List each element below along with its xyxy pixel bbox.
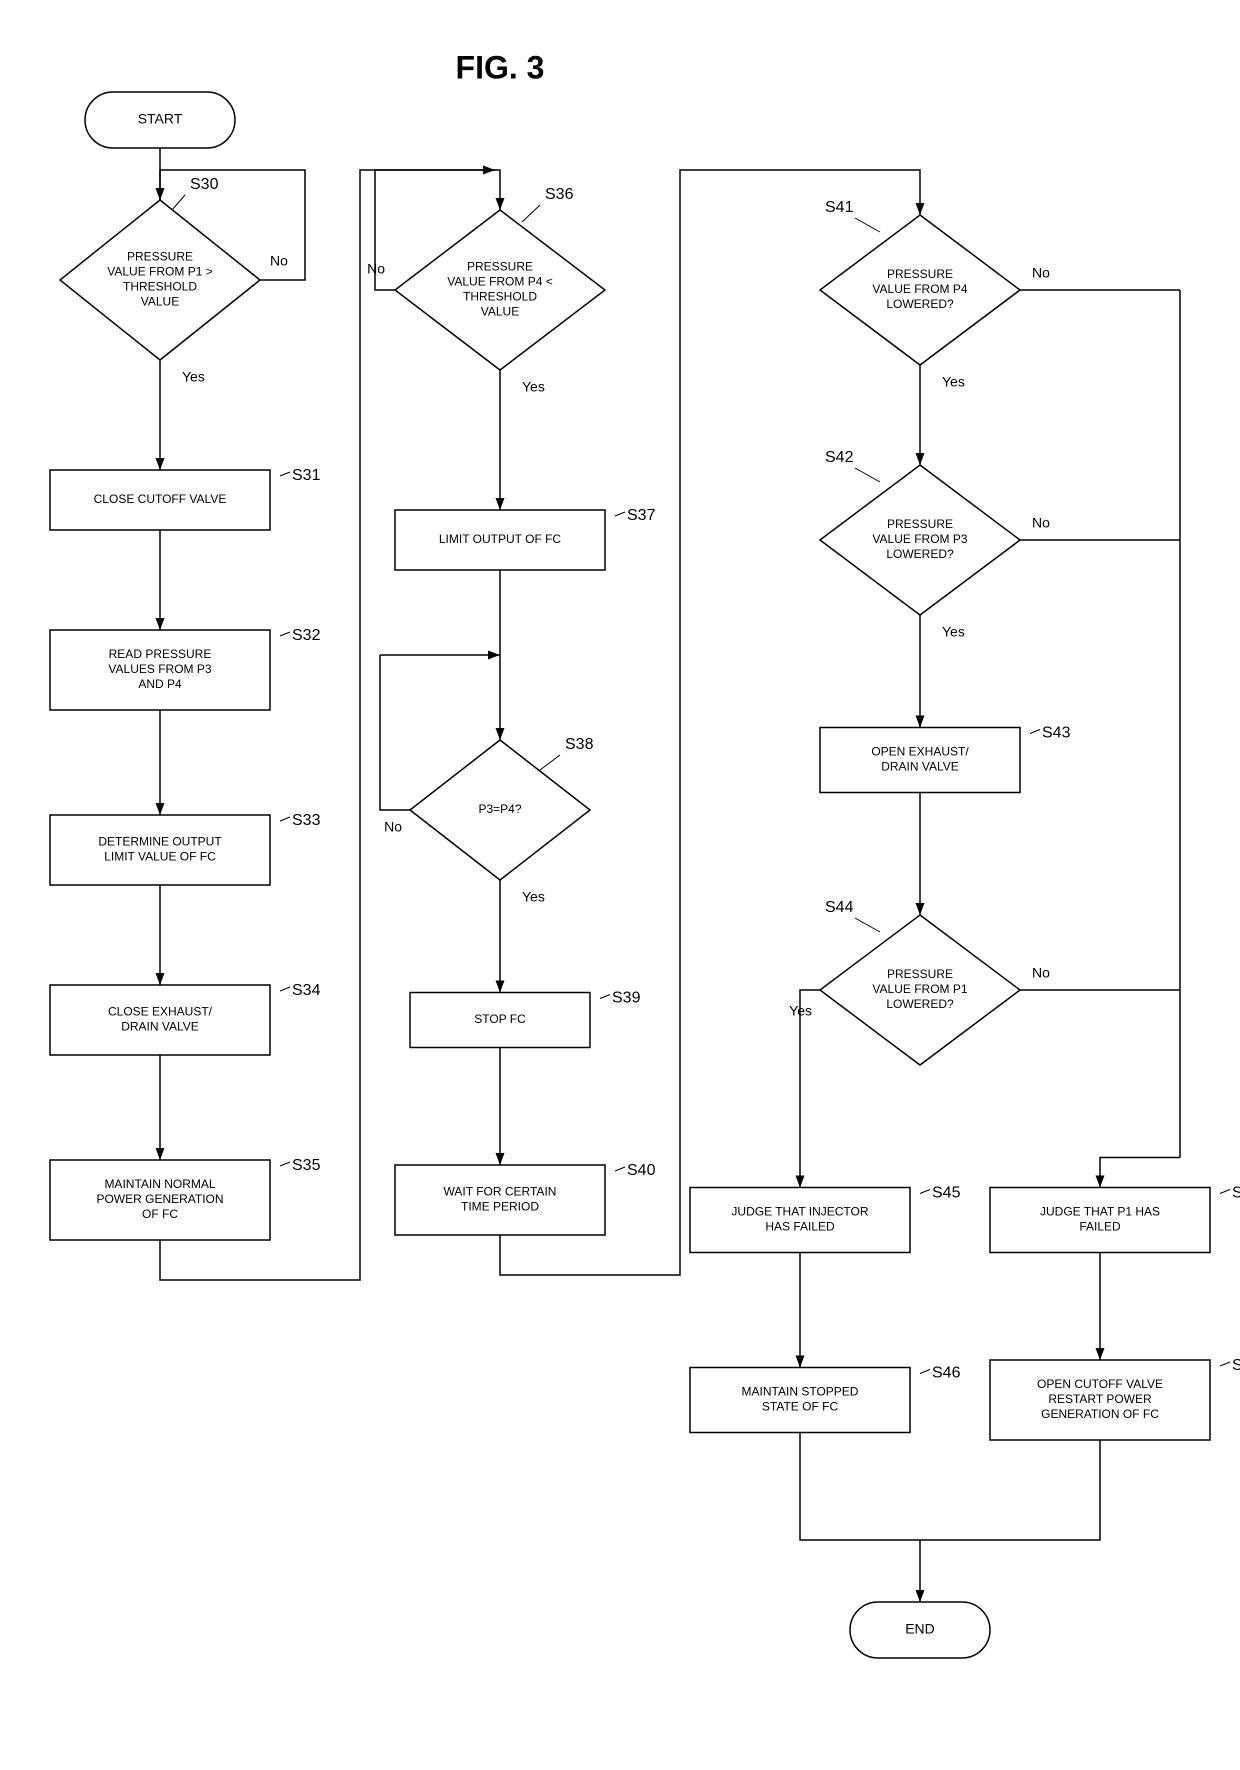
svg-text:S34: S34 (292, 982, 321, 999)
decision-s30: PRESSUREVALUE FROM P1 >THRESHOLDVALUE (60, 200, 260, 360)
decision-s36: PRESSUREVALUE FROM P4 <THRESHOLDVALUE (395, 210, 605, 370)
svg-text:DRAIN VALVE: DRAIN VALVE (121, 1020, 199, 1034)
svg-text:CLOSE EXHAUST/: CLOSE EXHAUST/ (108, 1005, 213, 1019)
svg-text:PRESSURE: PRESSURE (467, 260, 533, 274)
svg-text:MAINTAIN NORMAL: MAINTAIN NORMAL (104, 1177, 215, 1191)
svg-text:OPEN EXHAUST/: OPEN EXHAUST/ (871, 745, 969, 759)
svg-text:Yes: Yes (522, 379, 545, 395)
process-s35: MAINTAIN NORMALPOWER GENERATIONOF FC (50, 1160, 270, 1240)
svg-text:AND P4: AND P4 (138, 677, 182, 691)
process-s47: JUDGE THAT P1 HASFAILED (990, 1188, 1210, 1253)
svg-text:S39: S39 (612, 990, 641, 1007)
svg-text:Yes: Yes (789, 1003, 812, 1019)
process-s39: STOP FC (410, 993, 590, 1048)
process-s43: OPEN EXHAUST/DRAIN VALVE (820, 728, 1020, 793)
process-s45: JUDGE THAT INJECTORHAS FAILED (690, 1188, 910, 1253)
svg-text:No: No (367, 261, 385, 277)
svg-text:CLOSE CUTOFF VALVE: CLOSE CUTOFF VALVE (94, 492, 227, 506)
svg-text:VALUE FROM P1: VALUE FROM P1 (872, 982, 967, 996)
process-s40: WAIT FOR CERTAINTIME PERIOD (395, 1165, 605, 1235)
svg-text:LOWERED?: LOWERED? (886, 547, 954, 561)
svg-text:GENERATION OF FC: GENERATION OF FC (1041, 1407, 1159, 1421)
svg-text:No: No (384, 819, 402, 835)
process-s46: MAINTAIN STOPPEDSTATE OF FC (690, 1368, 910, 1433)
svg-text:No: No (1032, 965, 1050, 981)
process-s34: CLOSE EXHAUST/DRAIN VALVE (50, 985, 270, 1055)
svg-text:S32: S32 (292, 627, 321, 644)
svg-text:VALUE FROM P3: VALUE FROM P3 (872, 532, 967, 546)
svg-text:MAINTAIN STOPPED: MAINTAIN STOPPED (742, 1385, 859, 1399)
svg-text:S30: S30 (190, 176, 219, 193)
svg-text:STATE OF FC: STATE OF FC (762, 1400, 839, 1414)
svg-text:No: No (1032, 515, 1050, 531)
svg-text:LIMIT OUTPUT OF FC: LIMIT OUTPUT OF FC (439, 532, 562, 546)
svg-text:S42: S42 (825, 449, 854, 466)
decision-s44: PRESSUREVALUE FROM P1LOWERED? (820, 915, 1020, 1065)
svg-text:S37: S37 (627, 507, 656, 524)
svg-text:VALUE: VALUE (481, 305, 519, 319)
process-s37: LIMIT OUTPUT OF FC (395, 510, 605, 570)
svg-text:THRESHOLD: THRESHOLD (463, 290, 537, 304)
svg-text:OPEN CUTOFF VALVE: OPEN CUTOFF VALVE (1037, 1377, 1163, 1391)
svg-text:RESTART POWER: RESTART POWER (1048, 1392, 1152, 1406)
process-s32: READ PRESSUREVALUES FROM P3AND P4 (50, 630, 270, 710)
svg-text:END: END (905, 1621, 935, 1637)
svg-text:VALUES FROM P3: VALUES FROM P3 (108, 662, 211, 676)
svg-text:S33: S33 (292, 812, 321, 829)
svg-text:S41: S41 (825, 199, 854, 216)
svg-text:START: START (138, 111, 183, 127)
svg-text:S47: S47 (1232, 1185, 1240, 1202)
svg-text:FAILED: FAILED (1079, 1220, 1121, 1234)
svg-text:VALUE FROM P4: VALUE FROM P4 (872, 282, 967, 296)
svg-text:Yes: Yes (942, 624, 965, 640)
svg-text:S45: S45 (932, 1185, 961, 1202)
svg-text:Yes: Yes (942, 374, 965, 390)
svg-text:S48: S48 (1232, 1357, 1240, 1374)
svg-text:WAIT FOR CERTAIN: WAIT FOR CERTAIN (444, 1185, 557, 1199)
svg-text:S40: S40 (627, 1162, 656, 1179)
svg-text:JUDGE THAT INJECTOR: JUDGE THAT INJECTOR (731, 1205, 868, 1219)
svg-text:S43: S43 (1042, 725, 1071, 742)
svg-text:S38: S38 (565, 736, 594, 753)
svg-text:LIMIT VALUE OF FC: LIMIT VALUE OF FC (104, 850, 216, 864)
svg-text:Yes: Yes (182, 369, 205, 385)
svg-text:Yes: Yes (522, 889, 545, 905)
svg-text:FIG. 3: FIG. 3 (456, 49, 545, 85)
svg-text:VALUE: VALUE (141, 295, 179, 309)
svg-text:HAS FAILED: HAS FAILED (765, 1220, 835, 1234)
svg-text:OF FC: OF FC (142, 1207, 178, 1221)
decision-s42: PRESSUREVALUE FROM P3LOWERED? (820, 465, 1020, 615)
svg-text:PRESSURE: PRESSURE (887, 267, 953, 281)
terminal-end: END (850, 1602, 990, 1658)
svg-text:READ PRESSURE: READ PRESSURE (109, 647, 212, 661)
svg-text:S46: S46 (932, 1365, 961, 1382)
svg-text:PRESSURE: PRESSURE (127, 250, 193, 264)
svg-text:S31: S31 (292, 467, 321, 484)
svg-text:LOWERED?: LOWERED? (886, 997, 954, 1011)
svg-text:LOWERED?: LOWERED? (886, 297, 954, 311)
process-s48: OPEN CUTOFF VALVERESTART POWERGENERATION… (990, 1360, 1210, 1440)
svg-text:PRESSURE: PRESSURE (887, 517, 953, 531)
svg-text:No: No (1032, 265, 1050, 281)
svg-text:VALUE FROM P4 <: VALUE FROM P4 < (447, 275, 552, 289)
svg-text:THRESHOLD: THRESHOLD (123, 280, 197, 294)
decision-s38: P3=P4? (410, 740, 590, 880)
svg-text:P3=P4?: P3=P4? (478, 802, 521, 816)
svg-text:S36: S36 (545, 186, 574, 203)
process-s31: CLOSE CUTOFF VALVE (50, 470, 270, 530)
svg-text:DRAIN VALVE: DRAIN VALVE (881, 760, 959, 774)
svg-text:POWER GENERATION: POWER GENERATION (96, 1192, 223, 1206)
terminal-start: START (85, 92, 235, 148)
svg-text:No: No (270, 253, 288, 269)
svg-text:PRESSURE: PRESSURE (887, 967, 953, 981)
svg-text:S35: S35 (292, 1157, 321, 1174)
svg-text:JUDGE THAT P1 HAS: JUDGE THAT P1 HAS (1040, 1205, 1160, 1219)
svg-text:STOP FC: STOP FC (474, 1012, 526, 1026)
process-s33: DETERMINE OUTPUTLIMIT VALUE OF FC (50, 815, 270, 885)
svg-text:VALUE FROM P1 >: VALUE FROM P1 > (107, 265, 212, 279)
svg-text:DETERMINE OUTPUT: DETERMINE OUTPUT (98, 835, 222, 849)
decision-s41: PRESSUREVALUE FROM P4LOWERED? (820, 215, 1020, 365)
svg-text:S44: S44 (825, 899, 854, 916)
svg-text:TIME PERIOD: TIME PERIOD (461, 1200, 539, 1214)
